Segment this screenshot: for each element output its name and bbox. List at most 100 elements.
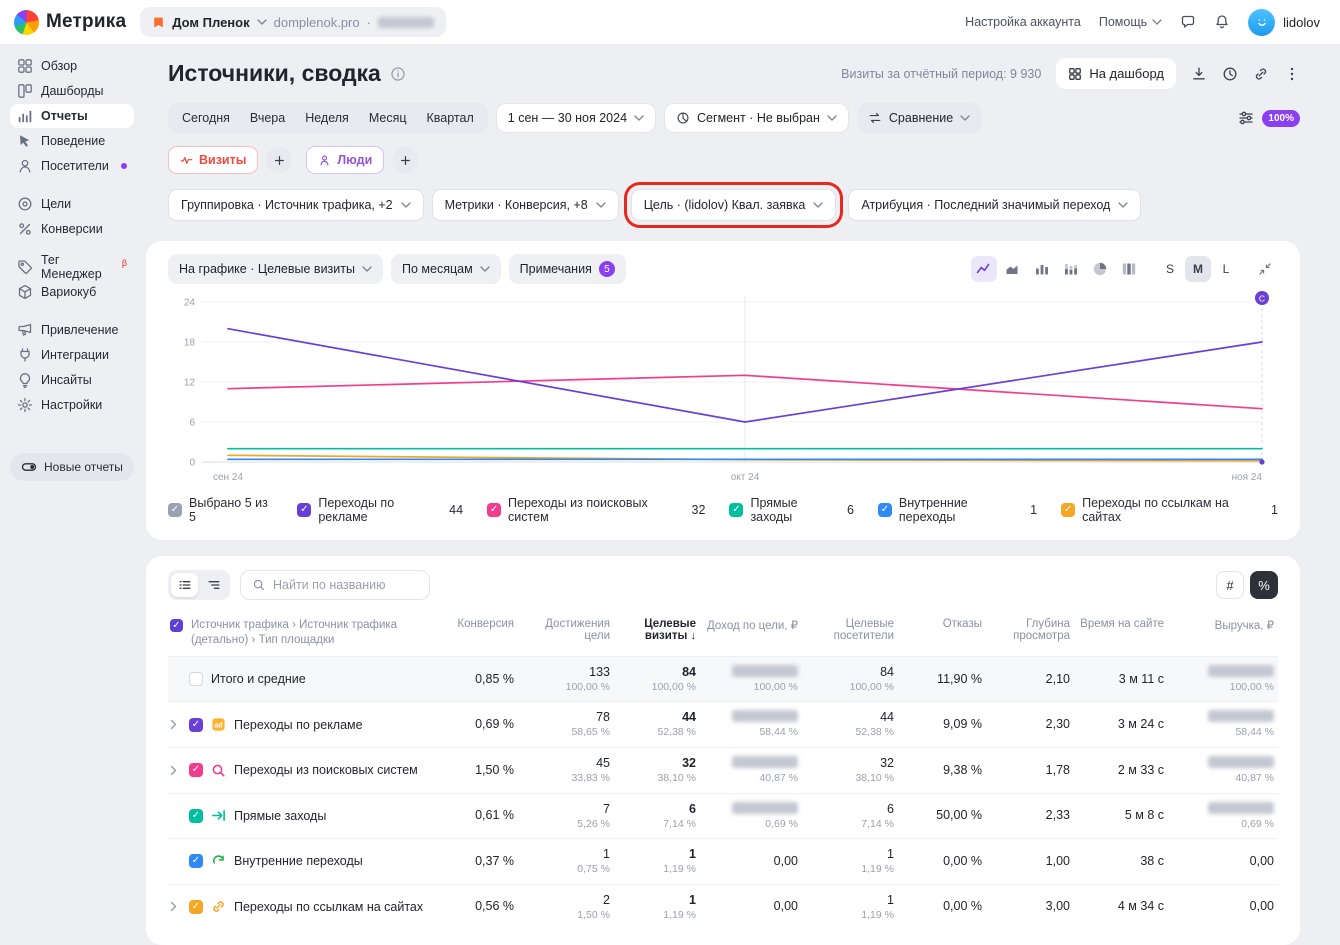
line-chart-icon[interactable] (971, 256, 997, 282)
quick-period-4[interactable]: Квартал (426, 111, 474, 125)
chat-icon[interactable] (1180, 14, 1196, 30)
row-label[interactable]: Прямые заходы (234, 808, 327, 823)
expand-row-icon[interactable] (170, 901, 181, 912)
sidebar-item-visitors[interactable]: Посетители (10, 154, 134, 178)
to-dashboard-button[interactable]: На дашборд (1056, 58, 1176, 89)
sidebar-item-variocube[interactable]: Вариокуб (10, 280, 134, 304)
chart-size-m[interactable]: M (1185, 256, 1211, 282)
info-icon[interactable] (390, 66, 406, 82)
legend-item-1[interactable]: ✓ Переходы из поисковых систем 32 (487, 496, 705, 524)
counter-selector[interactable]: Дом Пленок domplenok.pro · (140, 7, 446, 37)
metrika-logo[interactable]: Метрика (14, 9, 126, 35)
series-checkbox[interactable]: ✓ (487, 503, 502, 517)
column-header[interactable]: Конверсия (432, 608, 518, 638)
date-range-picker[interactable]: 1 сен — 30 ноя 2024 (495, 103, 657, 133)
quick-period-3[interactable]: Месяц (368, 111, 407, 125)
sampling-badge[interactable]: 100% (1262, 109, 1300, 127)
series-checkbox[interactable]: ✓ (297, 503, 312, 517)
series-checkbox[interactable]: ✓ (1061, 503, 1076, 517)
row-checkbox[interactable]: ✓ (189, 717, 203, 732)
table-search[interactable] (240, 570, 430, 600)
tree-list-view-icon[interactable] (200, 573, 227, 597)
comparison-button[interactable]: Сравнение (856, 103, 982, 133)
quick-period-1[interactable]: Вчера (249, 111, 286, 125)
row-label[interactable]: Переходы по ссылкам на сайтах (234, 899, 424, 914)
sidebar-item-overview[interactable]: Обзор (10, 54, 134, 78)
settings-chip-metrics[interactable]: Метрики · Конверсия, +8 (431, 189, 619, 221)
column-header[interactable]: Целевые визиты ↓ (614, 608, 700, 650)
area-chart-icon[interactable] (1000, 256, 1026, 282)
series-checkbox[interactable]: ✓ (729, 503, 744, 517)
absolute-values-button[interactable]: # (1216, 571, 1244, 599)
quick-period-2[interactable]: Неделя (305, 111, 349, 125)
percent-values-button[interactable]: % (1250, 571, 1278, 599)
bars-chart-icon[interactable] (1029, 256, 1055, 282)
flat-list-view-icon[interactable] (171, 573, 198, 597)
legend-item-2[interactable]: ✓ Прямые заходы 6 (729, 496, 854, 524)
sidebar-item-settings[interactable]: Настройки (10, 393, 134, 417)
sidebar-item-insights[interactable]: Инсайты (10, 368, 134, 392)
row-checkbox[interactable]: ✓ (189, 763, 203, 778)
column-header[interactable]: Доход по цели, ₽ (700, 608, 802, 640)
row-label[interactable]: Переходы по рекламе (234, 717, 363, 732)
chart-size-l[interactable]: L (1222, 262, 1230, 276)
sidebar-item-conversions[interactable]: Конверсии (10, 217, 134, 241)
notifications-icon[interactable] (1214, 14, 1230, 30)
legend-item-4[interactable]: ✓ Переходы по ссылкам на сайтах 1 (1061, 496, 1278, 524)
settings-chip-grouping[interactable]: Группировка · Источник трафика, +2 (168, 189, 424, 221)
legend-item-0[interactable]: ✓ Переходы по рекламе 44 (297, 496, 463, 524)
row-checkbox[interactable]: ✓ (189, 854, 203, 869)
more-menu-icon[interactable] (1284, 66, 1300, 82)
row-checkbox[interactable] (189, 672, 203, 687)
sidebar-item-reports[interactable]: Отчеты (10, 104, 134, 128)
row-label[interactable]: Итого и средние (211, 672, 306, 687)
sidebar-item-goals[interactable]: Цели (10, 192, 134, 216)
stacked-chart-icon[interactable] (1058, 256, 1084, 282)
sidebar-item-dashboards[interactable]: Дашборды (10, 79, 134, 103)
row-checkbox[interactable]: ✓ (189, 808, 203, 823)
metric-chip-visits[interactable]: Визиты (168, 146, 259, 174)
sidebar-item-attraction[interactable]: Привлечение (10, 318, 134, 342)
add-people-button[interactable] (392, 147, 419, 173)
row-checkbox[interactable]: ✓ (189, 899, 203, 914)
column-header[interactable]: Время на сайте (1074, 608, 1168, 638)
download-icon[interactable] (1191, 66, 1207, 82)
chart-metric-select[interactable]: На графике · Целевые визиты (168, 254, 383, 284)
pie-chart-icon[interactable] (1087, 256, 1113, 282)
sidebar-item-tag-manager[interactable]: Тег Менеджер β (10, 253, 134, 281)
segment-picker[interactable]: Сегмент · Не выбран (664, 103, 849, 133)
select-all-checkbox[interactable]: ✓ (168, 503, 182, 517)
chart-grouping-select[interactable]: По месяцам (390, 254, 501, 284)
help-menu[interactable]: Помощь (1099, 15, 1162, 29)
column-header[interactable]: Выручка, ₽ (1168, 608, 1278, 640)
expand-row-icon[interactable] (170, 719, 181, 730)
sampling-settings-icon[interactable] (1238, 110, 1254, 126)
legend-selected-all[interactable]: ✓ Выбрано 5 из 5 (168, 496, 273, 524)
user-menu[interactable]: lidolov (1248, 8, 1320, 36)
row-label[interactable]: Внутренние переходы (234, 854, 363, 869)
share-link-icon[interactable] (1253, 66, 1269, 82)
history-icon[interactable] (1222, 66, 1238, 82)
column-header[interactable]: Достижения цели (518, 608, 614, 650)
column-header-source[interactable]: ✓ Источник трафика › Источник трафика (де… (168, 608, 432, 656)
quick-period-0[interactable]: Сегодня (182, 111, 230, 125)
legend-item-3[interactable]: ✓ Внутренние переходы 1 (877, 496, 1037, 524)
expand-row-icon[interactable] (170, 765, 181, 776)
metric-chip-people[interactable]: Люди (306, 146, 385, 174)
select-all-rows-checkbox[interactable]: ✓ (170, 619, 183, 632)
column-header[interactable]: Целевые посетители (802, 608, 898, 650)
collapse-chart-icon[interactable] (1252, 256, 1278, 282)
sidebar-item-integrations[interactable]: Интеграции (10, 343, 134, 367)
notes-button[interactable]: Примечания 5 (508, 254, 626, 284)
columns-chart-icon[interactable] (1116, 256, 1142, 282)
settings-chip-attribution[interactable]: Атрибуция · Последний значимый переход (848, 189, 1142, 221)
series-checkbox[interactable]: ✓ (877, 503, 892, 517)
new-reports-toggle[interactable]: Новые отчеты (10, 453, 134, 481)
account-settings-link[interactable]: Настройка аккаунта (965, 15, 1081, 29)
settings-chip-goal[interactable]: Цель · (lidolov) Квал. заявка (630, 189, 837, 221)
column-header[interactable]: Отказы (898, 608, 986, 638)
row-label[interactable]: Переходы из поисковых систем (234, 763, 418, 778)
add-visits-button[interactable] (266, 147, 293, 173)
search-input[interactable] (273, 578, 418, 592)
